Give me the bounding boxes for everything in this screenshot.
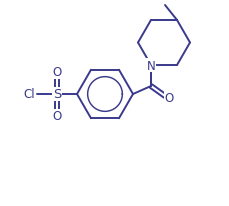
Text: N: N — [146, 59, 155, 72]
Text: N: N — [146, 59, 155, 72]
Text: O: O — [164, 91, 173, 104]
Text: S: S — [53, 88, 61, 101]
Text: O: O — [52, 110, 61, 123]
Text: Cl: Cl — [23, 88, 35, 101]
Text: O: O — [52, 66, 61, 79]
